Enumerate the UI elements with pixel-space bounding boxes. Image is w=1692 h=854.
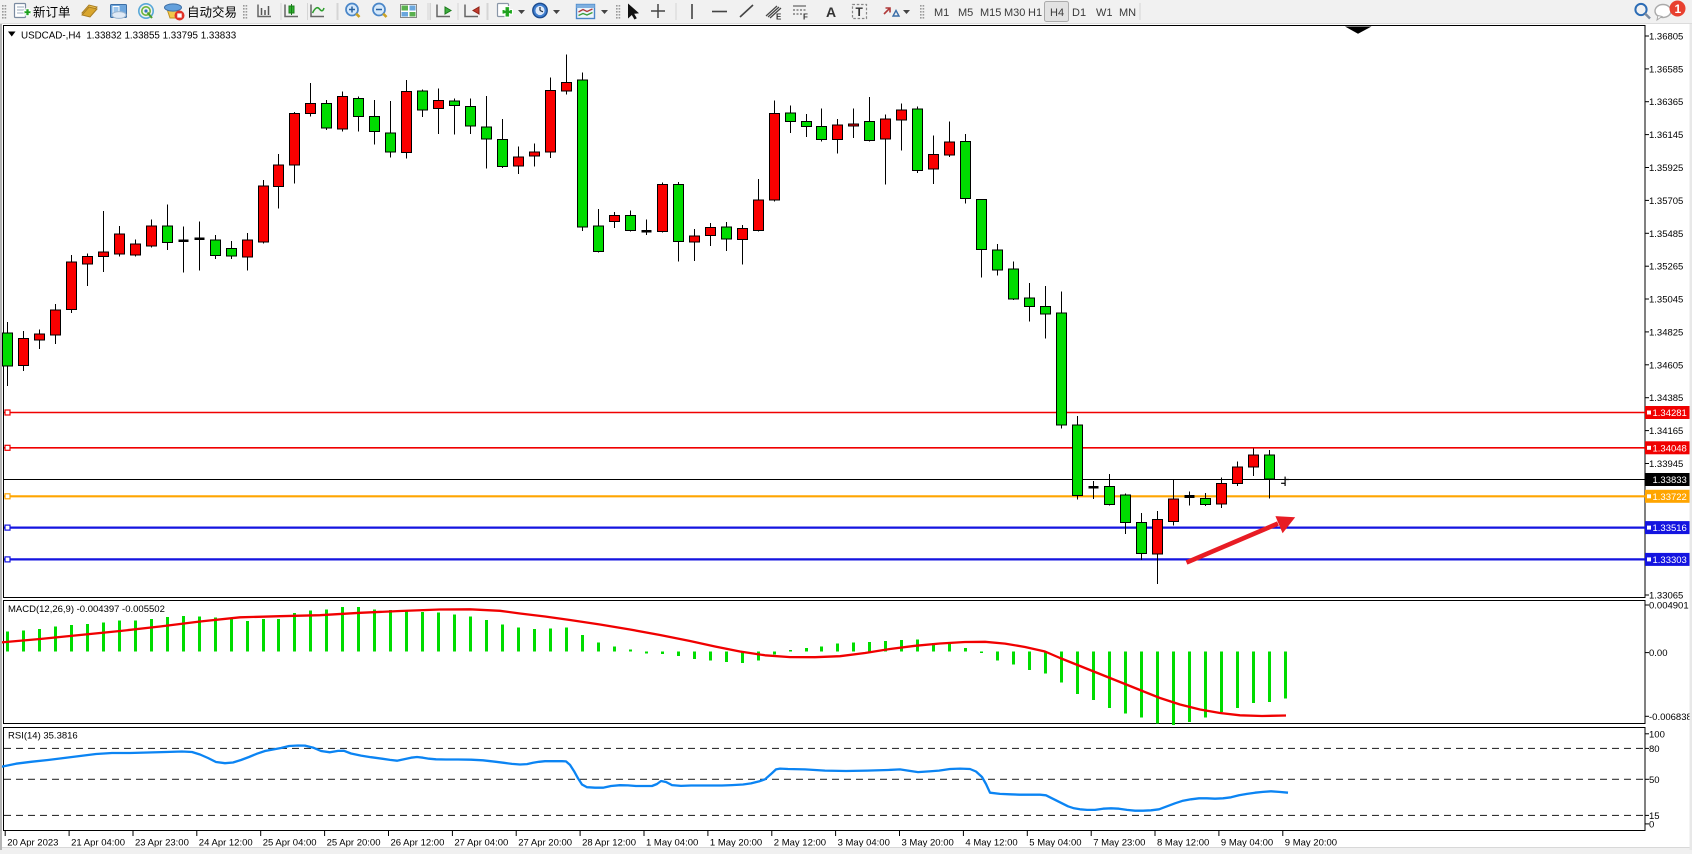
svg-text:RSI(14) 35.3816: RSI(14) 35.3816 xyxy=(8,731,78,742)
svg-text:24 Apr 12:00: 24 Apr 12:00 xyxy=(199,838,253,849)
svg-text:1.36585: 1.36585 xyxy=(1649,64,1683,75)
svg-text:1.33516: 1.33516 xyxy=(1653,523,1687,534)
svg-text:1.33945: 1.33945 xyxy=(1649,459,1683,470)
svg-text:1.36145: 1.36145 xyxy=(1649,130,1683,141)
svg-text:USDCAD-,H4 1.33832 1.33855 1.: USDCAD-,H4 1.33832 1.33855 1.33795 1.338… xyxy=(21,31,237,42)
svg-text:M30: M30 xyxy=(1004,7,1025,19)
svg-text:H1: H1 xyxy=(1028,7,1042,19)
svg-text:50: 50 xyxy=(1649,775,1660,786)
svg-text:0.004901: 0.004901 xyxy=(1649,601,1689,612)
svg-text:8 May 12:00: 8 May 12:00 xyxy=(1157,838,1209,849)
svg-text:1.36365: 1.36365 xyxy=(1649,97,1683,108)
svg-text:100: 100 xyxy=(1649,729,1665,740)
svg-text:1.33833: 1.33833 xyxy=(1653,475,1687,486)
svg-text:1.36805: 1.36805 xyxy=(1649,32,1683,43)
svg-text:4 May 12:00: 4 May 12:00 xyxy=(965,838,1017,849)
svg-text:1 May 04:00: 1 May 04:00 xyxy=(646,838,698,849)
svg-text:1.34165: 1.34165 xyxy=(1649,426,1683,437)
svg-text:15: 15 xyxy=(1649,811,1660,822)
svg-text:21 Apr 04:00: 21 Apr 04:00 xyxy=(71,838,125,849)
svg-text:W1: W1 xyxy=(1096,7,1113,19)
svg-text:1.33303: 1.33303 xyxy=(1653,555,1687,566)
svg-text:20 Apr 2023: 20 Apr 2023 xyxy=(7,838,58,849)
svg-text:1.35925: 1.35925 xyxy=(1649,163,1683,174)
svg-text:1.33065: 1.33065 xyxy=(1649,591,1683,602)
svg-text:T: T xyxy=(856,5,864,19)
svg-text:1.34605: 1.34605 xyxy=(1649,360,1683,371)
svg-text:1.35705: 1.35705 xyxy=(1649,196,1683,207)
svg-text:M15: M15 xyxy=(980,7,1001,19)
svg-text:M5: M5 xyxy=(958,7,973,19)
svg-text:1: 1 xyxy=(1675,2,1682,16)
svg-text:MACD(12,26,9) -0.004397 -0.005: MACD(12,26,9) -0.004397 -0.005502 xyxy=(8,604,165,615)
svg-text:3 May 20:00: 3 May 20:00 xyxy=(902,838,954,849)
svg-text:7 May 23:00: 7 May 23:00 xyxy=(1093,838,1145,849)
svg-text:9 May 20:00: 9 May 20:00 xyxy=(1285,838,1337,849)
svg-text:1.35265: 1.35265 xyxy=(1649,262,1683,273)
svg-text:H4: H4 xyxy=(1050,7,1064,19)
svg-text:1 May 20:00: 1 May 20:00 xyxy=(710,838,762,849)
svg-text:F: F xyxy=(803,13,808,22)
svg-text:MN: MN xyxy=(1119,7,1136,19)
svg-text:A: A xyxy=(826,4,836,20)
svg-text:1.34385: 1.34385 xyxy=(1649,393,1683,404)
svg-text:28 Apr 12:00: 28 Apr 12:00 xyxy=(582,838,636,849)
svg-text:27 Apr 04:00: 27 Apr 04:00 xyxy=(454,838,508,849)
svg-text:1.34048: 1.34048 xyxy=(1653,443,1687,454)
svg-text:1.33722: 1.33722 xyxy=(1653,492,1687,503)
svg-text:5 May 04:00: 5 May 04:00 xyxy=(1029,838,1081,849)
svg-text:9 May 04:00: 9 May 04:00 xyxy=(1221,838,1273,849)
svg-text:2 May 12:00: 2 May 12:00 xyxy=(774,838,826,849)
svg-text:0: 0 xyxy=(1649,819,1654,830)
svg-text:26 Apr 12:00: 26 Apr 12:00 xyxy=(391,838,445,849)
svg-text:D1: D1 xyxy=(1072,7,1086,19)
svg-text:80: 80 xyxy=(1649,744,1660,755)
svg-text:27 Apr 20:00: 27 Apr 20:00 xyxy=(518,838,572,849)
svg-text:E: E xyxy=(776,13,782,22)
svg-text:3 May 04:00: 3 May 04:00 xyxy=(838,838,890,849)
svg-text:1.35045: 1.35045 xyxy=(1649,295,1683,306)
svg-text:1.34825: 1.34825 xyxy=(1649,327,1683,338)
svg-text:-0.006838: -0.006838 xyxy=(1649,712,1692,723)
svg-text:M1: M1 xyxy=(934,7,949,19)
svg-text:1.34281: 1.34281 xyxy=(1653,408,1687,419)
svg-text:25 Apr 20:00: 25 Apr 20:00 xyxy=(327,838,381,849)
svg-text:0.00: 0.00 xyxy=(1649,648,1668,659)
svg-text:自动交易: 自动交易 xyxy=(187,5,237,20)
svg-text:23 Apr 23:00: 23 Apr 23:00 xyxy=(135,838,189,849)
svg-text:1.35485: 1.35485 xyxy=(1649,229,1683,240)
svg-text:新订单: 新订单 xyxy=(33,5,71,20)
svg-text:25 Apr 04:00: 25 Apr 04:00 xyxy=(263,838,317,849)
